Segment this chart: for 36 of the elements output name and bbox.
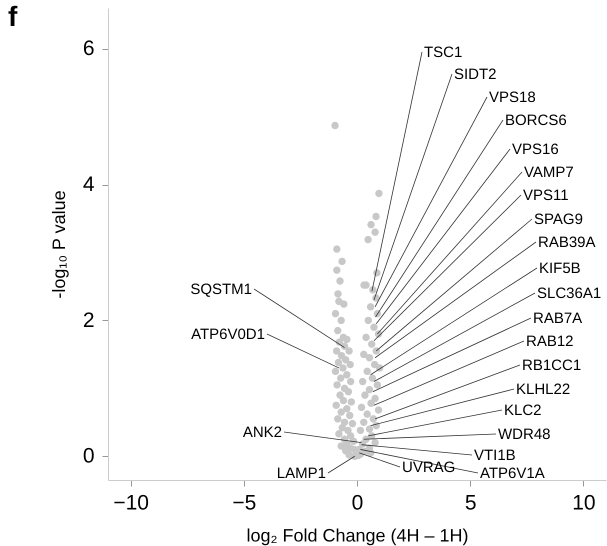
annotation: SPAG9 <box>534 211 583 228</box>
annotation: ATP6V1A <box>480 465 545 482</box>
x-tick-label: 0 <box>352 492 364 514</box>
annotation: KLC2 <box>504 402 542 419</box>
x-tick-label: 10 <box>572 492 596 514</box>
y-axis-title: -log₁₀ P value <box>48 190 69 299</box>
annotation: WDR48 <box>498 426 551 443</box>
x-axis-title: log₂ Fold Change (4H – 1H) <box>246 526 469 546</box>
annotation: LAMP1 <box>276 465 326 482</box>
annotation: VPS11 <box>523 187 569 204</box>
annotation: RAB39A <box>538 234 596 251</box>
x-tick-label: −10 <box>113 492 149 514</box>
annotation: VPS16 <box>512 141 559 158</box>
chart-title: f <box>8 1 18 32</box>
annotation: UVRAG <box>402 459 456 476</box>
annotation: VAMP7 <box>524 164 574 181</box>
annotation: VPS18 <box>489 89 536 106</box>
y-tick-label: 6 <box>82 37 94 60</box>
annotation: ANK2 <box>242 424 282 441</box>
y-tick-label: 2 <box>82 308 94 332</box>
annotation: SQSTM1 <box>190 281 252 298</box>
annotation: BORCS6 <box>505 112 567 129</box>
annotation: VTI1B <box>474 447 516 464</box>
annotation: KLHL22 <box>516 381 570 398</box>
annotation: SIDT2 <box>454 66 497 83</box>
annotation: KIF5B <box>539 260 581 277</box>
annotation: RAB7A <box>533 310 582 327</box>
y-tick-label: 4 <box>82 173 95 196</box>
annotation: RAB12 <box>526 333 574 350</box>
x-tick-label: −5 <box>232 492 256 514</box>
y-tick-label: 0 <box>82 444 94 468</box>
annotation: RB1CC1 <box>522 357 582 374</box>
annotation: SLC36A1 <box>537 285 602 302</box>
annotation: TSC1 <box>424 44 462 61</box>
x-tick-label: 5 <box>464 492 477 514</box>
annotation: ATP6V0D1 <box>191 326 265 343</box>
